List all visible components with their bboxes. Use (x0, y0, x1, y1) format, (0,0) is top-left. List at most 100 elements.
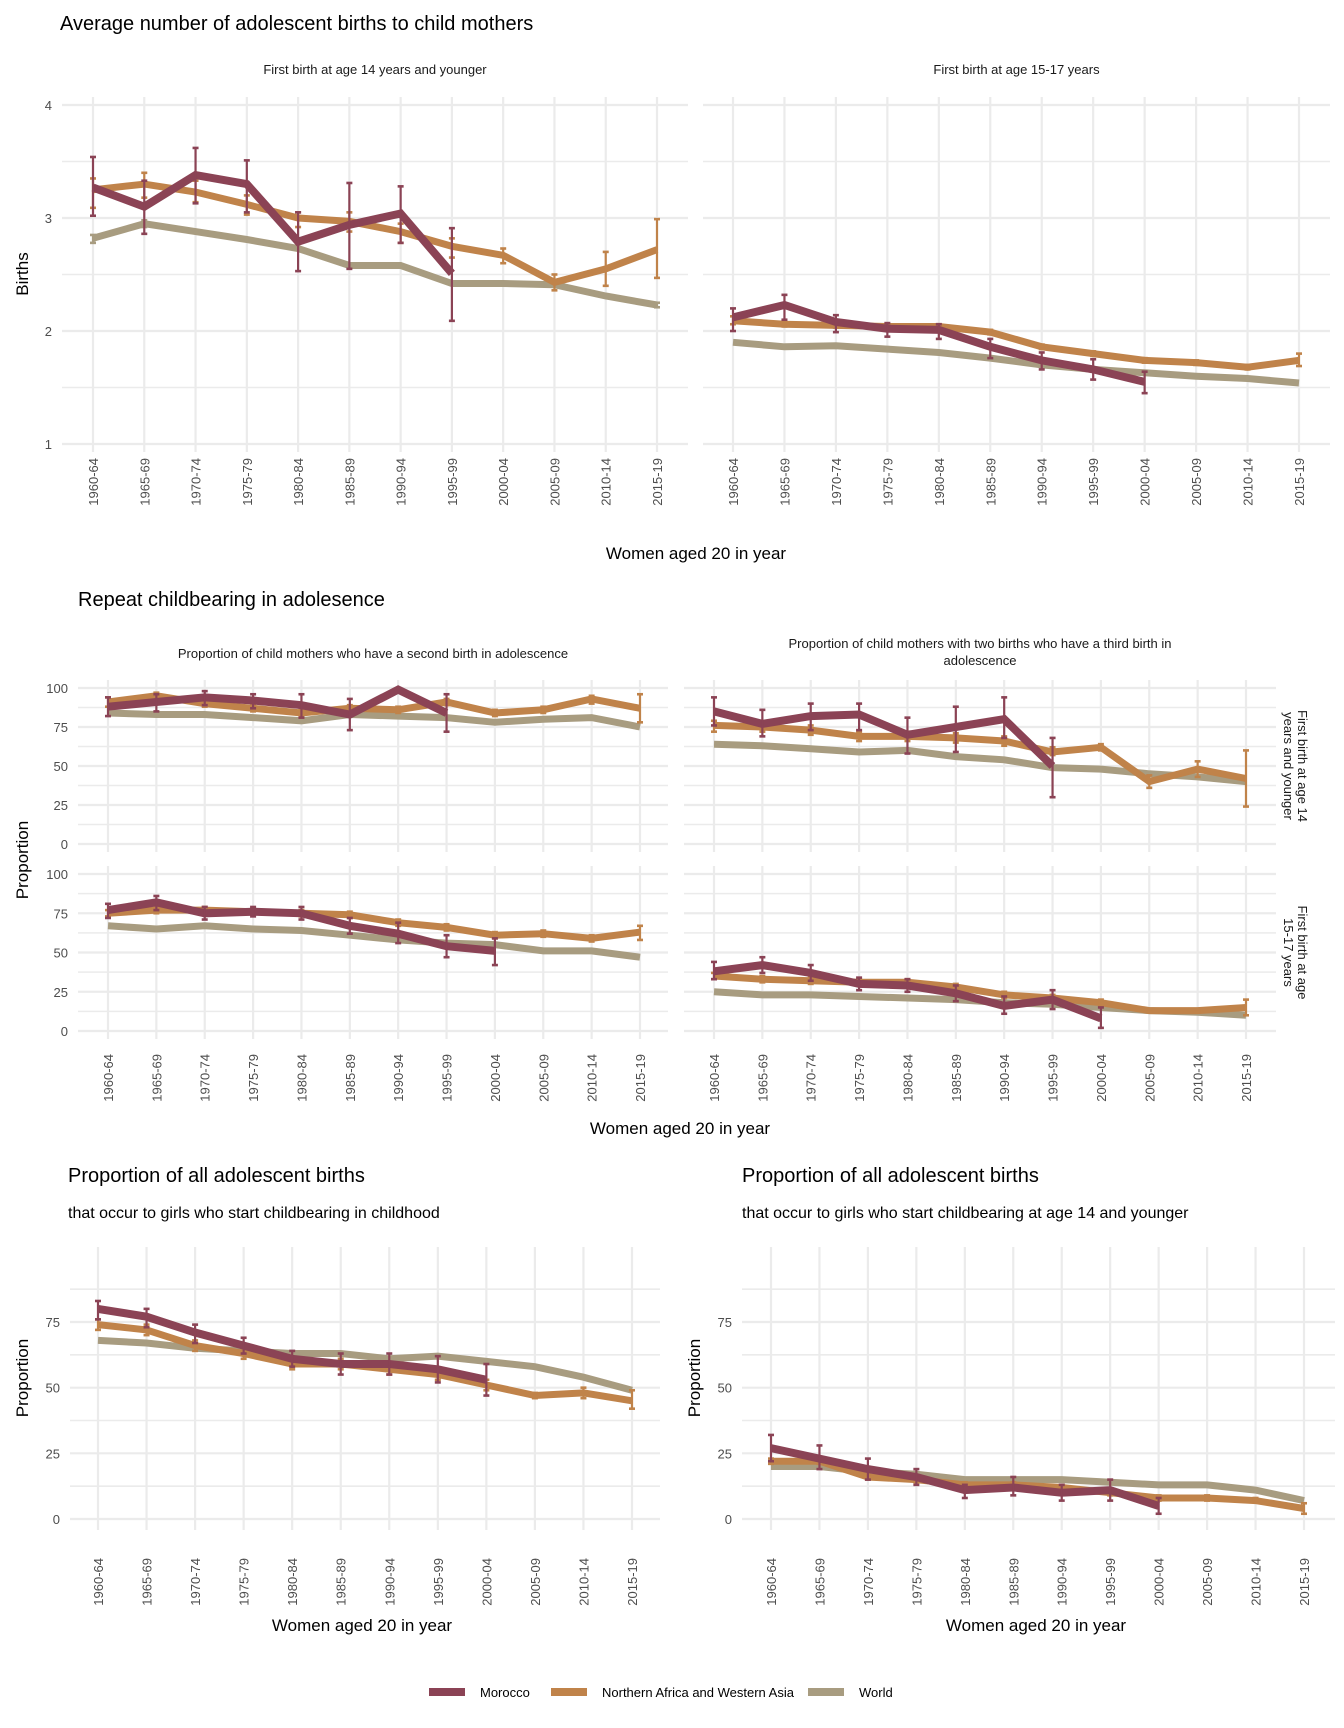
error-bar (90, 155, 96, 218)
x-tick-label: 2010-14 (585, 1054, 600, 1102)
error-bar (904, 977, 911, 994)
x-tick-label: 1965-69 (777, 458, 792, 506)
panel-strip-title: First birth at age 14 years and younger (263, 62, 487, 77)
x-tick-label: 2010-14 (1249, 1558, 1264, 1606)
x-tick-label: 1990-94 (1055, 1558, 1070, 1606)
error-bar (1049, 988, 1056, 1011)
y-tick-label: 25 (54, 985, 68, 1000)
x-tick-label: 1970-74 (188, 1558, 203, 1606)
error-bar (856, 976, 863, 992)
error-bar (153, 692, 160, 713)
series-line (732, 338, 1300, 387)
x-tick-label: 1975-79 (237, 1558, 252, 1606)
error-bar (1097, 1006, 1104, 1030)
series-morocco (105, 894, 498, 967)
y-tick-label: 75 (54, 720, 68, 735)
panel-second_birth_14: 0 25 50 75 100 Proportion of child mothers wh… (46, 646, 668, 852)
error-bar (588, 933, 595, 943)
x-tick-label: 2005-09 (1200, 1558, 1215, 1606)
series-line (713, 972, 1247, 1015)
error-bar (250, 692, 257, 710)
y-tick-label: 25 (718, 1446, 732, 1461)
x-axis-title-share-childhood: Women aged 20 in year (272, 1616, 453, 1635)
error-bar (346, 181, 353, 271)
series-northern-africa-and-western-asia (711, 719, 1249, 808)
y-tick-label: 0 (61, 1024, 68, 1039)
error-bar (580, 1386, 587, 1400)
error-bar (240, 1336, 247, 1355)
error-bar (500, 247, 507, 265)
error-bar (289, 1349, 296, 1368)
error-bar (1097, 742, 1104, 752)
error-bar (1193, 359, 1200, 367)
panel-births_15_17: 1960-64 1965-69 1970-74 1975-79 1980-84 1985-… (703, 62, 1330, 506)
y-tick-label: 0 (725, 1512, 732, 1527)
error-bar (637, 924, 643, 942)
series-morocco (730, 293, 1148, 395)
legend-label: World (859, 1685, 893, 1700)
error-bar (987, 337, 994, 360)
x-tick-label: 1960-64 (91, 1558, 106, 1606)
error-bar (856, 730, 863, 743)
error-bar (540, 705, 547, 715)
error-bar (1010, 1475, 1017, 1497)
x-tick-label: 2015-19 (1297, 1558, 1312, 1606)
error-bar (1296, 352, 1302, 368)
panel-births_14: 1 2 3 4 1960-64 1965-69 1970-74 1975-79 1980-84 1… (45, 62, 688, 506)
error-bar (904, 716, 911, 755)
x-tick-label: 1985-89 (949, 1054, 964, 1102)
y-tick-label: 0 (53, 1512, 60, 1527)
error-bar (243, 159, 250, 214)
x-tick-label: 1980-84 (291, 458, 306, 506)
x-tick-label: 1965-69 (149, 1054, 164, 1102)
x-tick-label: 2005-09 (1189, 458, 1204, 506)
panel-strip-title: Proportion of child mothers with two bir… (789, 636, 1172, 651)
y-tick-label: 0 (61, 837, 68, 852)
x-tick-label: 1990-94 (394, 458, 409, 506)
series-morocco (105, 685, 450, 733)
x-tick-label: 1980-84 (294, 1054, 309, 1102)
x-tick-label: 2000-04 (479, 1558, 494, 1606)
error-bar (1146, 774, 1153, 790)
error-bar (95, 1299, 101, 1321)
row-strip-label: First birth at age (1295, 906, 1310, 1000)
x-tick-label: 1995-99 (1103, 1558, 1118, 1606)
section-title-share-14: Proportion of all adolescent births (742, 1165, 1039, 1187)
error-bar (654, 301, 660, 309)
y-tick-label: 50 (46, 1381, 60, 1396)
error-bar (192, 1323, 199, 1345)
error-bar (864, 1457, 871, 1481)
error-bar (807, 702, 814, 732)
x-tick-label: 1975-79 (852, 1054, 867, 1102)
error-bar (913, 1467, 920, 1487)
y-tick-label: 25 (54, 798, 68, 813)
x-tick-label: 2015-19 (1292, 458, 1307, 506)
x-tick-label: 1990-94 (382, 1558, 397, 1606)
legend: Morocco Northern Africa and Western Asia W… (429, 1685, 893, 1700)
series-line (107, 685, 449, 719)
x-tick-label: 1995-99 (1086, 458, 1101, 506)
x-tick-label: 2015-19 (650, 458, 665, 506)
y-tick-label: 75 (46, 1315, 60, 1330)
x-tick-label: 1990-94 (1035, 458, 1050, 506)
error-bar (832, 313, 839, 334)
x-tick-label: 2005-09 (536, 1054, 551, 1102)
legend-swatch (429, 1688, 465, 1696)
panel-strip-title: Proportion of child mothers who have a s… (178, 646, 568, 661)
panel-third_birth_15_17: 1960-64 1965-69 1970-74 1975-79 1980-84 1985-… (684, 866, 1310, 1102)
x-tick-label: 1995-99 (440, 1054, 455, 1102)
x-tick-label: 1980-84 (932, 458, 947, 506)
error-bar (816, 1444, 823, 1471)
x-tick-label: 1970-74 (198, 1054, 213, 1102)
error-bar (143, 1307, 150, 1329)
error-bar (654, 217, 660, 280)
series-line (107, 692, 641, 717)
series-line (107, 922, 641, 961)
y-axis-title-share-14: Proportion (685, 1339, 704, 1417)
x-tick-label: 1990-94 (997, 1054, 1012, 1102)
error-bar (443, 692, 450, 733)
x-tick-label: 1960-64 (764, 1558, 779, 1606)
error-bar (1243, 749, 1249, 808)
y-tick-label: 75 (54, 906, 68, 921)
error-bar (346, 697, 353, 732)
